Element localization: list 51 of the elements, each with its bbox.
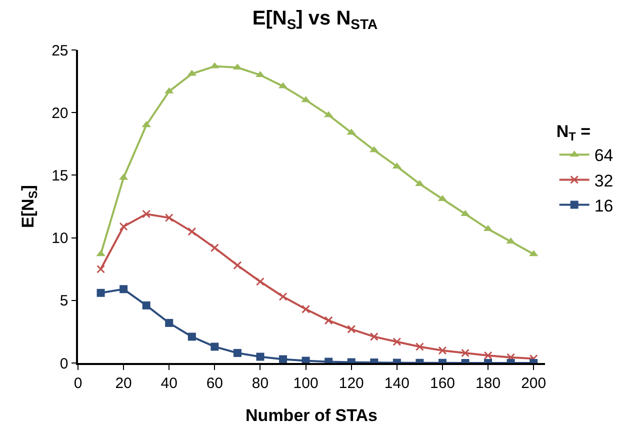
point [392,337,402,346]
point [119,222,128,231]
y-tick-label: 15 [52,167,68,184]
point [370,332,378,341]
point [142,210,151,218]
point [142,301,150,310]
point [210,244,219,252]
point [438,346,447,355]
point [278,292,288,301]
x-tick-label: 60 [206,374,224,392]
point [164,214,174,222]
x-tick-label: 80 [252,374,269,392]
x-tick-label: 120 [338,374,364,392]
point [324,316,333,325]
point [256,277,264,286]
x-tick-label: 40 [160,374,178,392]
legend-label: 16 [594,196,614,216]
x-tick-label: 20 [115,374,132,392]
y-tick-label: 0 [60,355,68,372]
point [188,332,196,341]
x-tick-label: 200 [521,374,546,392]
x-tick-label: 160 [430,374,456,392]
point [279,355,288,363]
point [415,342,424,351]
point [461,348,470,358]
y-tick-label: 10 [52,230,68,248]
point [96,288,105,297]
x-tick-label: 100 [293,374,318,392]
point [233,261,242,270]
y-tick-label: 20 [52,104,68,122]
y-tick-label: 25 [52,42,68,60]
point [210,342,219,351]
x-tick-label: 140 [384,374,410,392]
legend-label: 32 [594,171,614,190]
point [302,304,310,314]
point [233,348,242,357]
legend-label: 64 [594,146,614,166]
x-tick-label: 180 [476,374,501,392]
x-axis-title: Number of STAs [246,406,378,425]
chart-title: E[N$_{S}$] vs N$_{STA}$ [252,8,378,32]
point [96,264,106,274]
point [347,324,356,334]
point [120,285,128,294]
x-tick-label: 0 [74,374,82,392]
legend-title: N$_{T}$ = [556,122,591,144]
point [256,352,264,361]
point [302,356,310,363]
point [188,227,196,236]
y-tick-label: 5 [60,292,68,310]
point [165,318,174,327]
point [484,351,492,360]
